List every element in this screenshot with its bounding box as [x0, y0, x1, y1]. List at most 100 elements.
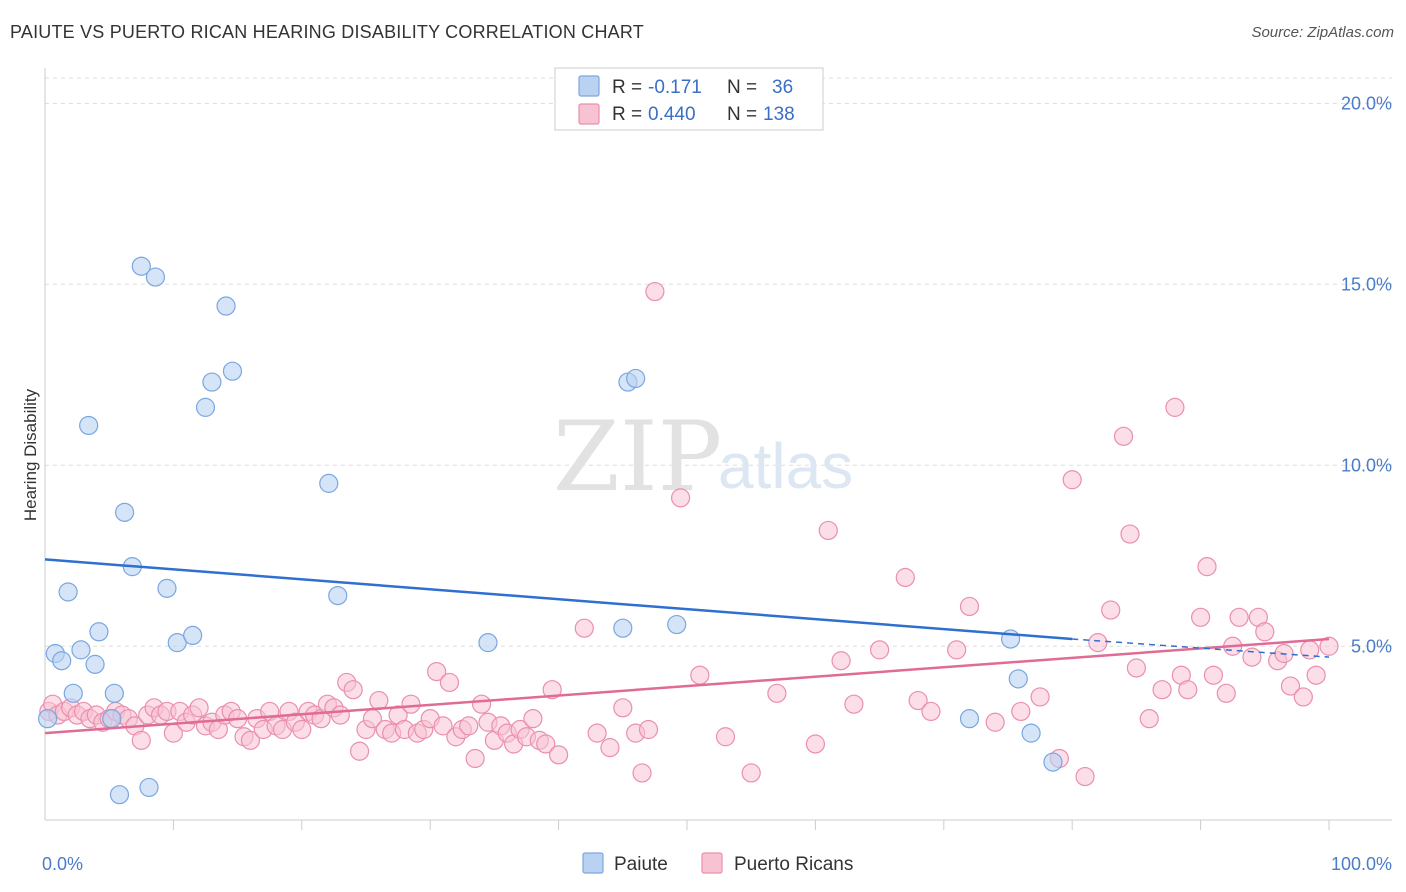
data-point-paiute [328, 585, 348, 606]
data-point-puerto-ricans [632, 763, 652, 783]
data-point-puerto-ricans [645, 281, 665, 302]
data-point-puerto-ricans [1216, 683, 1236, 703]
data-point-puerto-ricans [895, 567, 915, 588]
data-point-puerto-ricans [1203, 665, 1224, 685]
data-point-puerto-ricans [587, 723, 607, 743]
data-point-paiute [79, 415, 99, 436]
data-point-paiute [115, 502, 135, 522]
data-point-paiute [1021, 723, 1041, 743]
data-point-paiute [89, 622, 109, 642]
bottom-legend-label-puerto-ricans: Puerto Ricans [734, 854, 853, 875]
trend-lines [44, 558, 1330, 735]
data-point-paiute [319, 473, 339, 493]
data-point-paiute [222, 361, 243, 381]
data-point-puerto-ricans [1165, 397, 1185, 417]
data-point-puerto-ricans [1306, 665, 1326, 685]
data-point-puerto-ricans [818, 520, 838, 541]
data-point-puerto-ricans [1088, 633, 1108, 653]
chart-source: Source: ZipAtlas.com [1251, 24, 1394, 41]
bottom-legend-swatch-paiute [582, 852, 604, 874]
data-point-puerto-ricans [985, 712, 1005, 732]
data-point-paiute [71, 640, 91, 660]
y-tick-label: 5.0% [1351, 636, 1392, 656]
data-point-puerto-ricans [1242, 647, 1262, 667]
data-point-puerto-ricans [1126, 658, 1147, 678]
data-point-puerto-ricans [921, 701, 941, 722]
data-point-puerto-ricans [131, 730, 151, 750]
data-point-puerto-ricans [1120, 524, 1140, 544]
data-point-puerto-ricans [690, 665, 710, 685]
data-point-puerto-ricans [1197, 557, 1217, 577]
y-axis-title: Hearing Disability [21, 388, 40, 521]
legend-r-value-paiute: -0.171 [648, 77, 702, 98]
data-point-puerto-ricans [670, 488, 691, 508]
data-point-paiute [102, 709, 122, 729]
series-legend: Paiute Puerto Ricans [582, 852, 853, 875]
data-point-puerto-ricans [1062, 470, 1082, 490]
data-point-puerto-ricans [600, 738, 620, 758]
data-point-puerto-ricans [1178, 680, 1198, 700]
data-point-puerto-ricans [1190, 607, 1211, 627]
data-point-puerto-ricans [1152, 680, 1172, 700]
data-point-paiute [613, 618, 633, 638]
gridlines [45, 77, 1392, 647]
legend-n-value-paiute: 36 [772, 77, 793, 98]
trend-line-paiute [44, 558, 1073, 641]
data-point-paiute [52, 651, 72, 671]
data-point-puerto-ricans [1319, 636, 1339, 656]
chart-title: PAIUTE VS PUERTO RICAN HEARING DISABILIT… [10, 22, 644, 42]
x-tick-label-max: 100.0% [1331, 854, 1392, 874]
data-point-puerto-ricans [459, 716, 479, 736]
y-tick-label: 20.0% [1341, 93, 1392, 113]
data-point-puerto-ricans [1030, 687, 1050, 707]
data-point-puerto-ricans [1011, 701, 1031, 722]
legend-r-label-paiute: R = [612, 77, 642, 98]
data-point-puerto-ricans [542, 680, 562, 700]
data-point-paiute [167, 633, 187, 653]
data-point-puerto-ricans [433, 716, 453, 736]
legend-swatch-puerto-ricans [578, 103, 600, 125]
y-tick-label: 10.0% [1341, 455, 1392, 475]
data-point-puerto-ricans [638, 719, 659, 740]
data-point-puerto-ricans [536, 734, 556, 754]
bottom-legend-label-paiute: Paiute [614, 854, 668, 875]
data-point-puerto-ricans [715, 727, 736, 747]
data-point-puerto-ricans [1293, 687, 1313, 707]
data-point-puerto-ricans [240, 730, 261, 750]
watermark: ZIP atlas [553, 401, 853, 513]
data-point-puerto-ricans [471, 694, 492, 714]
data-point-paiute [85, 654, 105, 674]
data-point-puerto-ricans [1229, 607, 1249, 627]
legend-n-label-puerto-ricans: N = [727, 104, 757, 125]
data-point-puerto-ricans [1139, 709, 1159, 729]
data-point-puerto-ricans [767, 683, 787, 703]
data-point-paiute [104, 683, 124, 703]
data-point-puerto-ricans [349, 741, 370, 761]
x-tick-label-min: 0.0% [42, 854, 83, 874]
data-point-puerto-ricans [959, 596, 980, 617]
data-point-paiute [195, 397, 216, 417]
y-tick-labels: 5.0% 10.0% 15.0% 20.0% [1341, 93, 1392, 656]
series-puerto-ricans [39, 281, 1339, 787]
data-point-puerto-ricans [908, 690, 928, 711]
legend-n-label-paiute: N = [727, 77, 757, 98]
data-point-puerto-ricans [741, 763, 761, 783]
data-point-puerto-ricans [439, 672, 460, 693]
data-point-puerto-ricans [869, 640, 890, 660]
data-point-puerto-ricans [1101, 600, 1121, 620]
data-point-puerto-ricans [189, 698, 209, 718]
data-point-puerto-ricans [292, 719, 312, 740]
data-point-puerto-ricans [1280, 676, 1301, 696]
data-point-puerto-ricans [1255, 622, 1275, 642]
watermark-atlas: atlas [718, 430, 853, 502]
data-point-puerto-ricans [465, 748, 485, 769]
data-point-puerto-ricans [613, 698, 633, 718]
data-point-paiute [37, 709, 58, 729]
legend-r-label-puerto-ricans: R = [612, 104, 642, 125]
watermark-zip: ZIP [553, 401, 722, 513]
data-point-paiute [478, 633, 498, 653]
data-point-puerto-ricans [330, 705, 350, 725]
trend-line-puerto-ricans [44, 637, 1330, 735]
data-point-paiute [63, 683, 83, 703]
